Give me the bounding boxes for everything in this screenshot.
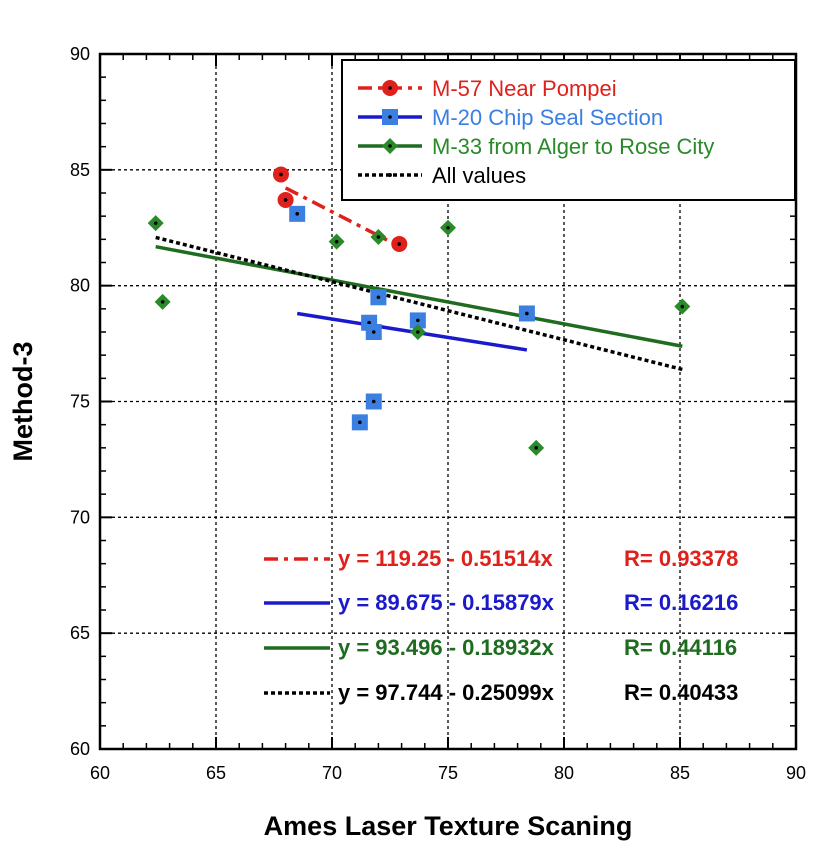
marker-center: [153, 221, 158, 225]
data-point: [528, 439, 545, 456]
data-point: [365, 324, 382, 340]
equation-row: y = 89.675 - 0.15879x R= 0.16216: [264, 590, 738, 615]
x-tick-label: 80: [554, 763, 574, 783]
y-tick-label: 65: [70, 623, 90, 643]
y-tick-label: 90: [70, 44, 90, 64]
r-value-text: R= 0.16216: [624, 590, 738, 615]
marker-center: [388, 86, 392, 90]
data-point: [277, 191, 294, 208]
equation-text: y = 119.25 - 0.51514x: [338, 546, 553, 571]
r-value-text: R= 0.93378: [624, 546, 738, 571]
marker-center: [371, 399, 376, 404]
equation-row: y = 119.25 - 0.51514x R= 0.93378: [264, 546, 738, 571]
legend-entry: M-20 Chip Seal Section: [358, 105, 663, 130]
r-value-text: R= 0.44116: [624, 635, 737, 660]
marker-center: [376, 295, 381, 300]
marker-center: [416, 318, 420, 323]
marker-center: [416, 330, 420, 334]
data-point: [409, 312, 426, 329]
marker-center: [160, 300, 165, 304]
legend-entry: M-57 Near Pompei: [358, 76, 617, 101]
marker-center: [388, 144, 392, 148]
legend-label: M-33 from Alger to Rose City: [432, 134, 714, 159]
fit-line: [284, 186, 401, 248]
marker-center: [376, 235, 381, 239]
data-point: [409, 324, 426, 340]
data-point: [440, 219, 456, 236]
y-tick-label: 60: [70, 739, 90, 759]
legend-label: M-20 Chip Seal Section: [432, 105, 663, 130]
legend-marker: [388, 173, 392, 177]
marker-center: [680, 304, 685, 309]
y-tick-label: 80: [70, 276, 90, 296]
y-tick-label: 85: [70, 160, 90, 180]
legend-marker: [382, 80, 398, 96]
marker-center: [525, 311, 529, 316]
marker-center: [446, 225, 450, 230]
data-point: [272, 166, 289, 183]
x-tick-label: 90: [786, 763, 806, 783]
marker-center: [388, 173, 392, 177]
fit-equations: y = 119.25 - 0.51514x R= 0.93378 y = 89.67…: [264, 546, 738, 705]
fit-line: [155, 244, 683, 348]
legend-label: M-57 Near Pompei: [432, 76, 617, 101]
data-point: [154, 293, 171, 310]
x-tick-label: 70: [322, 763, 342, 783]
x-tick-label: 85: [670, 763, 690, 783]
y-axis-title: Method-3: [8, 342, 38, 462]
x-tick-label: 75: [438, 763, 458, 783]
legend-marker: [382, 138, 398, 154]
x-axis-title: Ames Laser Texture Scaning: [264, 811, 633, 841]
marker-center: [279, 172, 283, 177]
data-point: [370, 229, 387, 246]
marker-center: [534, 446, 538, 450]
equation-text: y = 89.675 - 0.15879x: [338, 590, 555, 615]
marker-center: [358, 420, 362, 425]
legend-entry: M-33 from Alger to Rose City: [358, 134, 714, 159]
x-tick-label: 65: [206, 763, 226, 783]
data-point: [391, 235, 408, 252]
marker-center: [397, 242, 402, 246]
equation-row: y = 93.496 - 0.18932x R= 0.44116: [264, 635, 737, 660]
legend-marker: [382, 109, 398, 125]
data-point: [674, 298, 691, 315]
data-point: [289, 205, 306, 222]
marker-center: [295, 212, 300, 216]
data-point: [370, 289, 387, 306]
marker-center: [371, 330, 376, 334]
data-point: [351, 414, 368, 431]
legend: M-57 Near Pompei M-20 Chip Seal Section M-…: [341, 59, 796, 201]
equation-text: y = 97.744 - 0.25099x: [338, 680, 555, 705]
data-point: [328, 233, 345, 250]
data-point: [147, 215, 164, 232]
legend-label: All values: [432, 163, 526, 188]
data-points: [147, 166, 691, 456]
x-tick-label: 60: [90, 763, 110, 783]
r-value-text: R= 0.40433: [624, 680, 738, 705]
legend-entry: All values: [358, 163, 526, 188]
marker-center: [388, 115, 392, 119]
marker-center: [367, 320, 371, 325]
data-point: [365, 393, 382, 410]
data-point: [518, 305, 535, 322]
marker-center: [283, 198, 288, 202]
y-tick-label: 70: [70, 507, 90, 527]
equation-text: y = 93.496 - 0.18932x: [338, 635, 555, 660]
marker-center: [334, 239, 339, 244]
equation-row: y = 97.744 - 0.25099x R= 0.40433: [264, 680, 738, 705]
axis-ticks: 60 65 70 75 80 85 90 60 65 70 75 80 85 90: [70, 44, 806, 783]
y-tick-label: 75: [70, 392, 90, 412]
